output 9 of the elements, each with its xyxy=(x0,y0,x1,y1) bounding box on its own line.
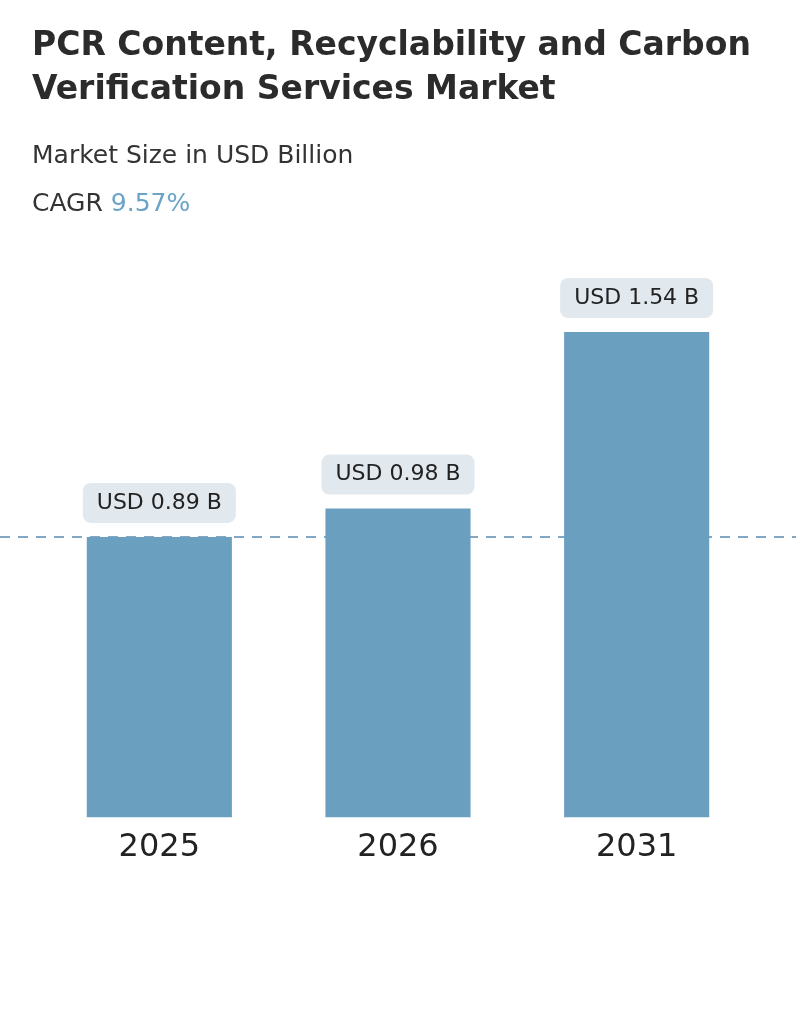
text: CAGR 9.57% xyxy=(32,188,191,217)
x-tick-label: 2026 xyxy=(357,826,439,865)
chart-title: PCR Content, Recyclability and Carbon Verification Services Market xyxy=(32,23,752,109)
data-label: USD 1.54 B xyxy=(574,283,700,309)
chart-subtitle: Market Size in USD Billion xyxy=(32,140,354,169)
data-label: USD 0.89 B xyxy=(96,488,222,514)
x-tick-label: 2031 xyxy=(595,826,678,865)
data-label: USD 0.98 B xyxy=(335,460,461,486)
x-tick-label: 2025 xyxy=(118,826,201,865)
